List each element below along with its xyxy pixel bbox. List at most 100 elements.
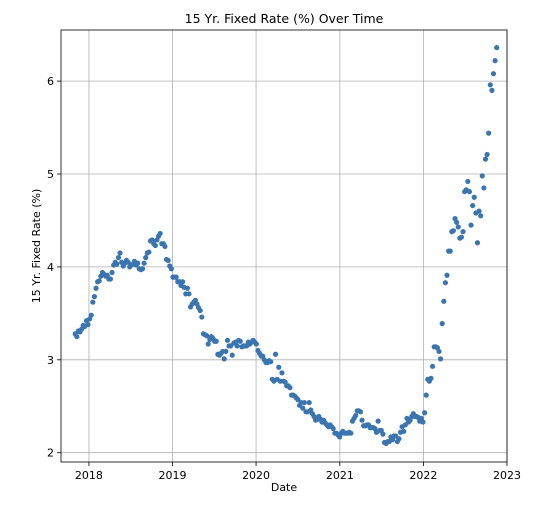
data-point (476, 208, 482, 214)
data-point (478, 213, 484, 219)
data-point (205, 341, 211, 347)
data-point (447, 248, 453, 254)
data-point (482, 156, 489, 162)
data-point (301, 399, 307, 406)
data-point (489, 87, 495, 93)
data-point (380, 431, 386, 437)
grid-lines (61, 30, 508, 462)
x-tick-label: 2023 (493, 469, 521, 482)
data-point (253, 341, 259, 347)
data-point (143, 255, 149, 261)
y-tick-label: 4 (47, 261, 54, 274)
data-point (300, 405, 306, 411)
data-point (173, 274, 179, 280)
y-axis-title: 15 Yr. Fixed Rate (%) (30, 189, 43, 303)
data-point (359, 417, 365, 423)
data-point (165, 257, 171, 263)
data-point (484, 151, 490, 158)
chart-title: 15 Yr. Fixed Rate (%) Over Time (185, 11, 384, 26)
data-point (466, 189, 473, 195)
data-point (487, 82, 493, 88)
data-point (221, 356, 227, 362)
data-point (429, 363, 436, 369)
data-point (468, 222, 474, 228)
data-point (157, 230, 163, 237)
data-point (479, 173, 485, 179)
x-axis-title: Date (271, 481, 298, 494)
data-point (439, 320, 445, 327)
data-point (229, 352, 235, 358)
data-point (436, 348, 442, 355)
data-point (490, 71, 497, 77)
data-point (330, 425, 336, 432)
data-point (444, 272, 450, 278)
data-point (357, 409, 364, 415)
data-point (237, 338, 243, 344)
data-points (72, 45, 500, 447)
data-point (85, 321, 91, 328)
data-point (486, 130, 492, 136)
y-tick-label: 6 (47, 75, 54, 88)
data-point (141, 260, 147, 266)
data-point (135, 260, 141, 266)
y-tick-label: 3 (47, 354, 54, 367)
y-axis-ticks: 2 3 4 5 6 (47, 75, 61, 460)
data-point (93, 285, 99, 291)
data-point (199, 314, 205, 320)
data-point (279, 370, 285, 376)
data-point (276, 364, 282, 370)
data-point (428, 375, 434, 381)
data-point (168, 266, 174, 272)
data-point (184, 285, 190, 291)
data-point (492, 58, 498, 64)
x-tick-label: 2019 (159, 469, 187, 482)
data-point (74, 333, 80, 340)
data-point (470, 202, 476, 209)
data-point (90, 299, 96, 305)
data-point (234, 343, 240, 349)
data-point (455, 224, 461, 230)
data-point (375, 418, 381, 424)
data-point (146, 249, 152, 255)
data-point (420, 419, 426, 425)
data-point (139, 266, 146, 272)
x-tick-label: 2022 (409, 469, 437, 482)
data-point (115, 255, 122, 261)
plot-frame (60, 29, 508, 463)
data-point (224, 337, 231, 343)
x-axis-ticks: 2018 2019 2020 2021 2022 2023 (75, 462, 521, 482)
data-point (223, 348, 229, 355)
data-point (438, 356, 444, 362)
data-point (179, 279, 186, 285)
data-point (474, 240, 481, 246)
data-point (401, 428, 407, 434)
data-point (465, 178, 471, 185)
data-point (213, 338, 219, 344)
data-point (481, 185, 487, 191)
data-point (442, 280, 449, 286)
y-tick-label: 2 (47, 447, 54, 460)
data-point (396, 436, 402, 442)
x-tick-label: 2020 (242, 469, 270, 482)
data-point (471, 194, 477, 200)
data-point (287, 385, 293, 391)
data-point (197, 307, 203, 314)
data-point (272, 351, 279, 357)
data-point (450, 228, 457, 234)
data-point (152, 242, 158, 249)
data-point (204, 333, 210, 339)
data-point (306, 399, 312, 406)
data-point (88, 312, 94, 318)
data-point (423, 392, 429, 398)
data-point (162, 243, 168, 250)
data-point (117, 250, 123, 256)
data-point (421, 410, 428, 416)
data-point (458, 234, 465, 240)
y-tick-label: 5 (47, 168, 54, 181)
data-point (268, 359, 274, 365)
x-tick-label: 2018 (75, 469, 103, 482)
data-point (107, 276, 114, 282)
data-point (494, 45, 500, 51)
data-point (460, 229, 466, 235)
